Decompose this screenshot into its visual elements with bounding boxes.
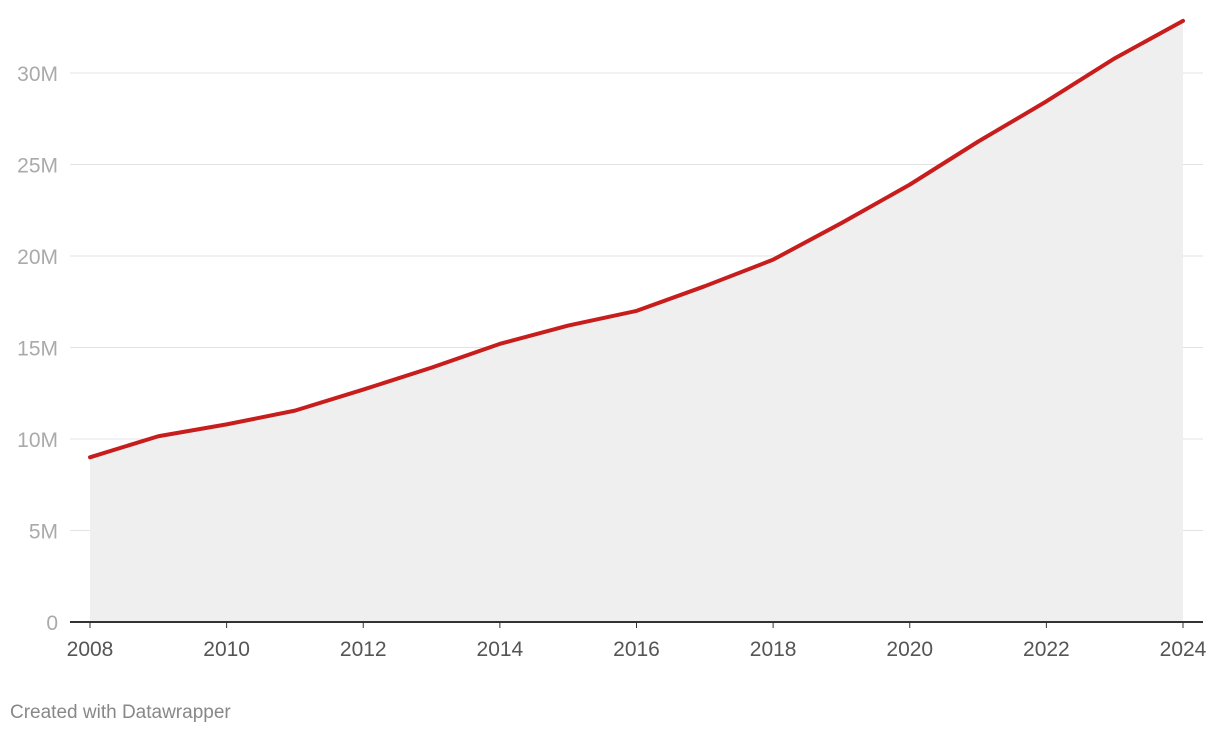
x-tick-label: 2014 [477, 638, 524, 661]
y-tick-label: 10M [17, 429, 58, 452]
data-point [361, 388, 365, 392]
x-tick-label: 2022 [1023, 638, 1070, 661]
data-point [976, 140, 980, 144]
x-axis-ticks [89, 622, 1184, 628]
data-point [908, 183, 912, 187]
x-axis-labels: 2008 2010 2012 2014 2016 2018 2020 2022 2024 [67, 638, 1207, 661]
x-tick-label: 2018 [750, 638, 797, 661]
y-tick-label: 5M [29, 521, 58, 544]
data-point [1113, 56, 1117, 60]
x-tick-label: 2008 [67, 638, 114, 661]
data-point [88, 455, 92, 459]
y-tick-label: 20M [17, 246, 58, 269]
data-point [498, 342, 502, 346]
y-axis-labels: 0 5M 10M 15M 20M 25M 30M [17, 63, 58, 635]
data-point [1044, 99, 1048, 103]
x-tick-label: 2010 [203, 638, 250, 661]
data-point [839, 221, 843, 225]
series-area [90, 20, 1183, 623]
data-point [293, 409, 297, 413]
data-point [566, 324, 570, 328]
x-tick-label: 2020 [886, 638, 933, 661]
x-tick-label: 2012 [340, 638, 387, 661]
data-point [635, 309, 639, 313]
series-line [88, 18, 1185, 460]
x-tick-label: 2016 [613, 638, 660, 661]
data-point [771, 258, 775, 262]
data-point [703, 284, 707, 288]
data-point [156, 434, 160, 438]
data-point [430, 366, 434, 370]
y-tick-label: 30M [17, 63, 58, 86]
y-tick-label: 25M [17, 155, 58, 178]
y-tick-label: 0 [46, 612, 58, 635]
x-tick-label: 2024 [1160, 638, 1207, 661]
data-point [225, 422, 229, 426]
y-tick-label: 15M [17, 338, 58, 361]
data-point [1181, 19, 1185, 23]
credit-text: Created with Datawrapper [10, 702, 231, 723]
